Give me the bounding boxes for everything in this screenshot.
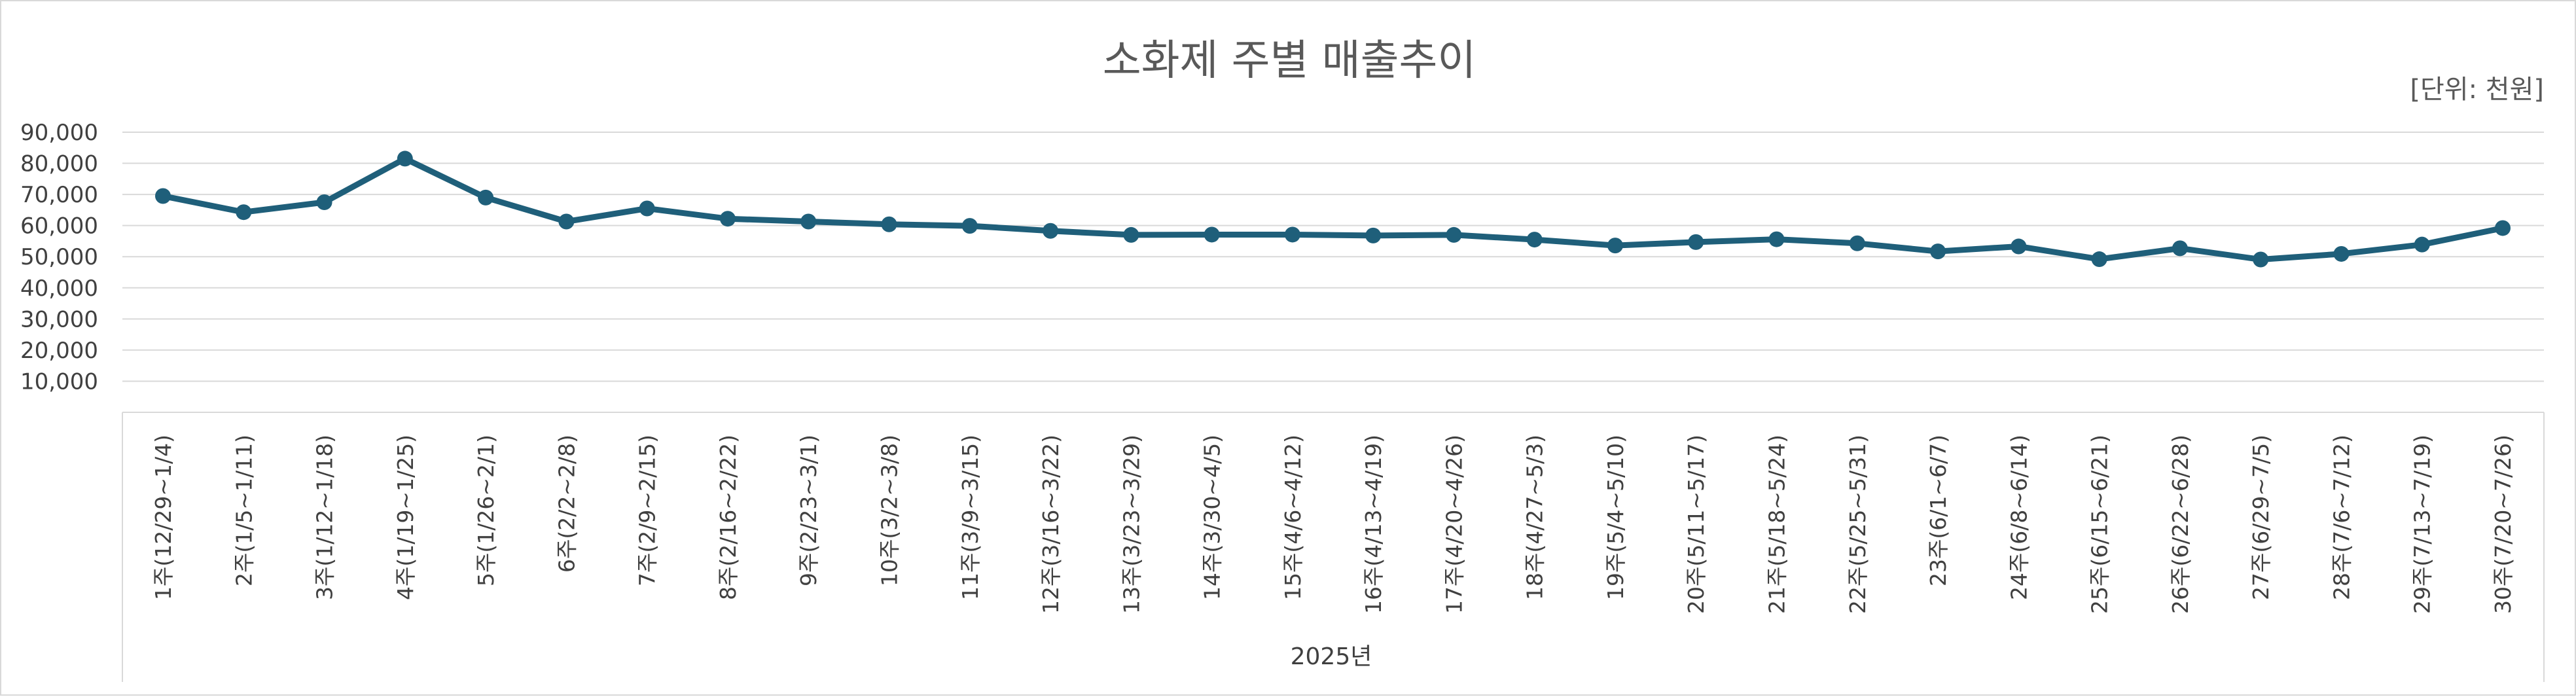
x-tick-label: 8주(2/16~2/22)	[715, 435, 741, 600]
data-point	[1446, 226, 1462, 243]
y-axis-ticks: 10,000 20,000 30,000 40,000 50,000 60,000 70,0…	[20, 120, 98, 395]
x-tick-label: 21주(5/18~5/24)	[1764, 435, 1790, 614]
data-point	[961, 218, 978, 234]
data-point	[1204, 226, 1220, 243]
x-tick-label: 5주(1/26~2/1)	[473, 435, 499, 586]
data-point	[1123, 226, 1139, 243]
data-point	[2253, 251, 2269, 268]
x-axis-ticks: 1주(12/29~1/4) 2주(1/5~1/11) 3주(1/12~1/18) 4주…	[151, 435, 2516, 614]
x-tick-label: 18주(4/27~5/3)	[1522, 435, 1548, 600]
data-point	[236, 204, 252, 221]
y-tick-label: 20,000	[20, 338, 98, 364]
data-point	[1930, 243, 1946, 260]
x-tick-label: 20주(5/11~5/17)	[1683, 435, 1709, 614]
data-point	[1849, 235, 1865, 251]
y-tick-label: 30,000	[20, 306, 98, 332]
gridlines	[122, 132, 2544, 382]
x-tick-label: 16주(4/13~4/19)	[1361, 435, 1386, 614]
data-point	[316, 194, 332, 210]
data-point	[881, 216, 897, 232]
data-point	[155, 188, 171, 204]
x-tick-label: 13주(3/23~3/29)	[1118, 435, 1144, 614]
x-tick-label: 26주(6/22~6/28)	[2168, 435, 2193, 614]
x-tick-label: 11주(3/9~3/15)	[957, 435, 983, 600]
x-tick-label: 1주(12/29~1/4)	[151, 435, 176, 600]
x-tick-label: 28주(7/6~7/12)	[2329, 435, 2354, 600]
data-point	[2495, 220, 2511, 236]
y-tick-label: 90,000	[20, 120, 98, 146]
x-tick-label: 27주(6/29~7/5)	[2248, 435, 2274, 600]
chart-title: 소화제 주별 매출추이	[1103, 37, 1476, 85]
data-point	[2011, 238, 2027, 255]
x-tick-label: 10주(3/2~3/8)	[876, 435, 902, 586]
data-point	[1284, 226, 1300, 243]
data-point	[1365, 227, 1382, 243]
x-tick-label: 23주(6/1~6/7)	[1925, 435, 1951, 586]
data-point	[2172, 240, 2188, 257]
data-point	[719, 211, 736, 227]
x-axis-label: 2025년	[1291, 643, 1372, 670]
x-axis-box	[122, 412, 2545, 682]
data-point	[639, 200, 655, 217]
x-tick-label: 6주(2/2~2/8)	[554, 435, 579, 573]
y-tick-label: 50,000	[20, 244, 98, 270]
series-polyline	[160, 155, 2506, 262]
data-point	[1043, 223, 1059, 239]
x-tick-label: 4주(1/19~1/25)	[393, 435, 418, 600]
x-tick-label: 2주(1/5~1/11)	[231, 435, 257, 586]
x-tick-label: 29주(7/13~7/19)	[2410, 435, 2435, 614]
data-point	[800, 213, 817, 230]
y-tick-label: 80,000	[20, 151, 98, 177]
series-line	[155, 151, 2511, 268]
x-tick-label: 30주(7/20~7/26)	[2490, 435, 2516, 614]
x-tick-label: 12주(3/16~3/22)	[1038, 435, 1064, 614]
x-tick-label: 9주(2/23~3/1)	[796, 435, 821, 586]
x-tick-label: 24주(6/8~6/14)	[2006, 435, 2031, 600]
x-tick-label: 22주(5/25~5/31)	[1845, 435, 1870, 614]
data-point	[397, 151, 413, 167]
x-tick-label: 14주(3/30~4/5)	[1200, 435, 1225, 600]
data-point	[558, 213, 575, 230]
x-tick-label: 3주(1/12~1/18)	[312, 435, 338, 600]
data-point	[478, 189, 494, 206]
data-point	[1688, 234, 1704, 250]
x-tick-label: 17주(4/20~4/26)	[1441, 435, 1467, 614]
x-tick-label: 25주(6/15~6/21)	[2087, 435, 2113, 614]
data-point	[1607, 238, 1623, 254]
x-tick-label: 7주(2/9~2/15)	[635, 435, 660, 586]
y-tick-label: 70,000	[20, 182, 98, 208]
y-tick-label: 10,000	[20, 368, 98, 395]
data-point	[2333, 245, 2350, 262]
unit-label: [단위: 천원]	[2410, 75, 2544, 105]
y-tick-label: 40,000	[20, 276, 98, 302]
x-tick-label: 15주(4/6~4/12)	[1280, 435, 1306, 600]
data-point	[1768, 231, 1785, 247]
x-tick-label: 19주(5/4~5/10)	[1603, 435, 1628, 600]
data-point	[2091, 251, 2107, 268]
y-tick-label: 60,000	[20, 213, 98, 240]
data-point	[2414, 236, 2430, 253]
data-point	[1526, 232, 1543, 248]
